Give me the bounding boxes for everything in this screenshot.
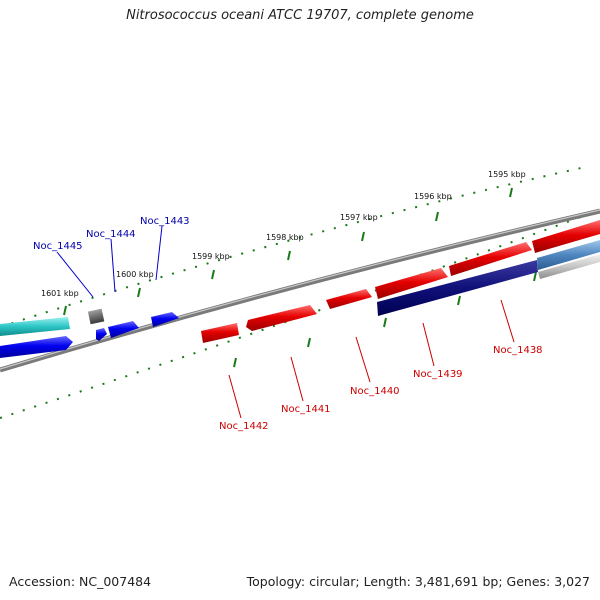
outer-major-ticks: [63, 187, 513, 316]
label-noc-1441[interactable]: Noc_1441: [281, 404, 331, 415]
scale-label-1595: 1595 kbp: [488, 170, 526, 179]
gene-red-2[interactable]: [532, 220, 600, 253]
gene-noc-1441[interactable]: [246, 305, 317, 331]
scale-label-1600: 1600 kbp: [116, 270, 154, 279]
label-noc-1439[interactable]: Noc_1439: [413, 369, 463, 380]
gene-noc-1445[interactable]: [96, 328, 107, 341]
gene-noc-1438[interactable]: [377, 260, 538, 316]
scale-label-1596: 1596 kbp: [414, 192, 452, 201]
gene-noc-1444[interactable]: [108, 321, 139, 338]
label-noc-1442[interactable]: Noc_1442: [219, 421, 269, 432]
label-noc-1445[interactable]: Noc_1445: [33, 241, 83, 252]
forward-leader-lines: [228, 299, 515, 419]
gene-silver-right[interactable]: [538, 254, 600, 279]
scale-label-1598: 1598 kbp: [266, 233, 304, 242]
label-noc-1443[interactable]: Noc_1443: [140, 216, 190, 227]
scale-label-1597: 1597 kbp: [340, 213, 378, 222]
reverse-leader-lines: [56, 225, 163, 298]
outer-tick-arc: [0, 165, 591, 328]
gene-gray-small[interactable]: [87, 308, 105, 325]
scale-label-1601: 1601 kbp: [41, 289, 79, 298]
gene-noc-1440[interactable]: [326, 289, 372, 309]
genome-backbone: [0, 208, 600, 373]
gene-red-1[interactable]: [449, 242, 532, 276]
label-noc-1438[interactable]: Noc_1438: [493, 345, 543, 356]
genome-summary-text: Topology: circular; Length: 3,481,691 bp…: [246, 574, 590, 589]
gene-teal-left[interactable]: [0, 317, 70, 336]
label-noc-1440[interactable]: Noc_1440: [350, 386, 400, 397]
accession-text: Accession: NC_007484: [9, 574, 152, 589]
gene-blue-left[interactable]: [0, 336, 73, 358]
gene-noc-1439[interactable]: [375, 268, 448, 299]
inner-major-ticks: [233, 271, 537, 368]
label-noc-1444[interactable]: Noc_1444: [86, 229, 136, 240]
genome-backbone-highlight: [0, 209, 600, 370]
scale-label-1599: 1599 kbp: [192, 252, 230, 261]
gene-noc-1443[interactable]: [151, 312, 179, 327]
map-title: Nitrosococcus oceani ATCC 19707, complet…: [126, 8, 474, 23]
gene-noc-1442[interactable]: [201, 323, 239, 343]
gene-steel-right[interactable]: [537, 240, 600, 270]
